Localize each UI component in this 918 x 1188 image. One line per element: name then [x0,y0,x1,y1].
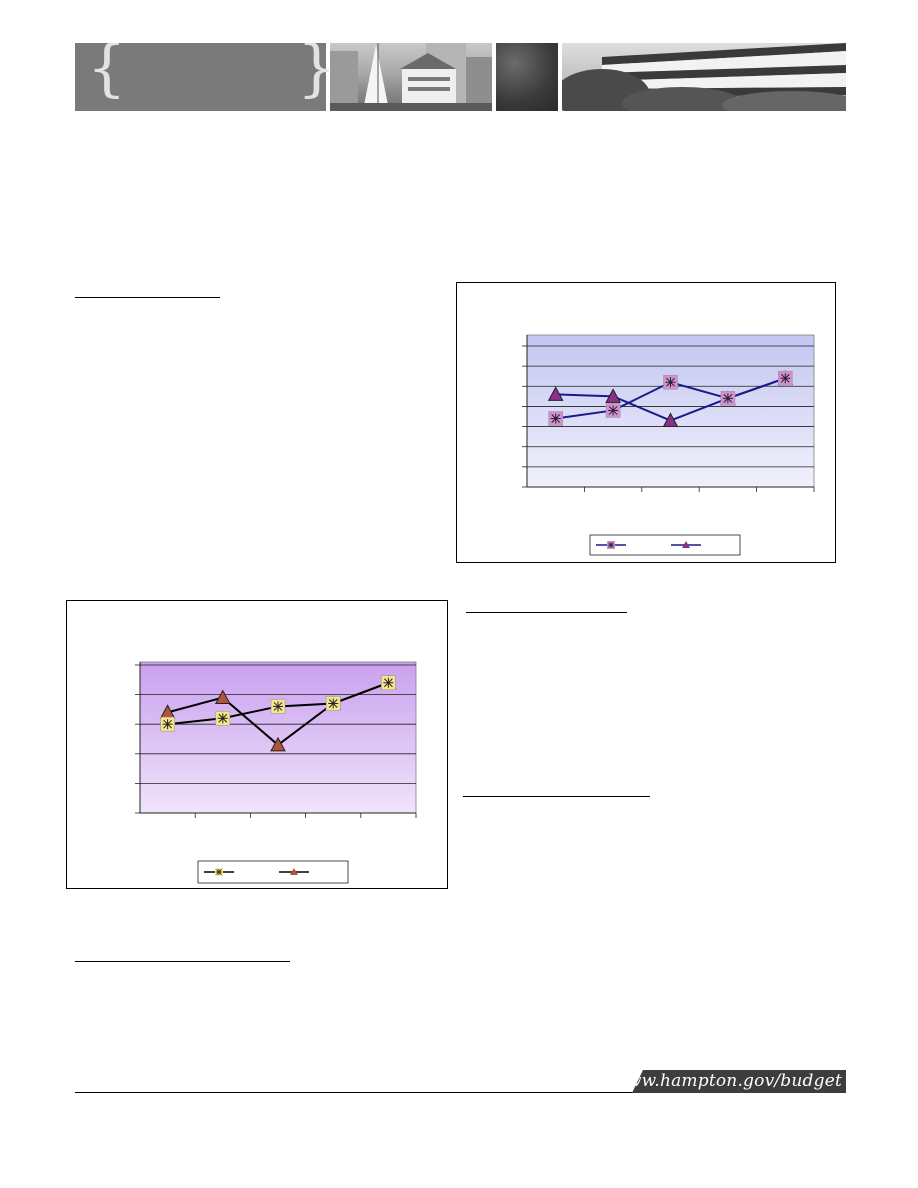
c2-series-1-point [381,675,396,691]
section-heading-rule-4 [75,961,290,962]
c2-series-1-point [160,716,175,732]
footer-rule [75,1092,846,1093]
header-banner: { } [75,43,846,111]
c1-series-1-point [663,374,678,390]
footer-url-bar: www.hampton.gov/budget [632,1070,846,1093]
c1-series-1-point [777,370,793,386]
c2-series-2-point [270,736,286,752]
c1-legend-box [589,534,741,556]
chart-2-svg [135,661,417,884]
photo-trees [496,43,558,111]
left-brace-icon: { [87,43,127,104]
right-brace-icon: } [297,43,337,104]
chart-1 [456,282,836,563]
footer-url-link[interactable]: www.hampton.gov/budget [612,1071,842,1091]
chart-1-plot-area [526,334,815,488]
c1-legend-marker-2 [682,541,690,548]
c2-series-1-point [270,699,286,714]
section-heading-rule-1 [75,297,220,298]
c2-series-1-point [325,696,341,711]
c2-legend-box [197,860,349,884]
c1-series-2-point [547,386,564,401]
c2-series-1-point [215,710,231,726]
c1-series-1-point [605,403,621,418]
chart-2 [66,600,448,889]
section-heading-rule-3 [463,796,650,797]
photo-marina [330,43,492,111]
photo-building [562,43,846,111]
section-heading-rule-2 [466,612,627,613]
c1-legend-marker-1 [607,541,615,549]
c1-series-2-point [605,388,621,403]
c2-legend-marker-2 [290,868,298,875]
chart-1-svg [522,334,815,556]
brace-panel: { } [75,43,336,111]
c2-legend-marker-1 [215,868,223,876]
c1-series-2-point [662,412,679,428]
c1-series-1-point [548,411,563,426]
c2-series-2-point [214,689,231,705]
c1-series-1-point [720,391,736,406]
